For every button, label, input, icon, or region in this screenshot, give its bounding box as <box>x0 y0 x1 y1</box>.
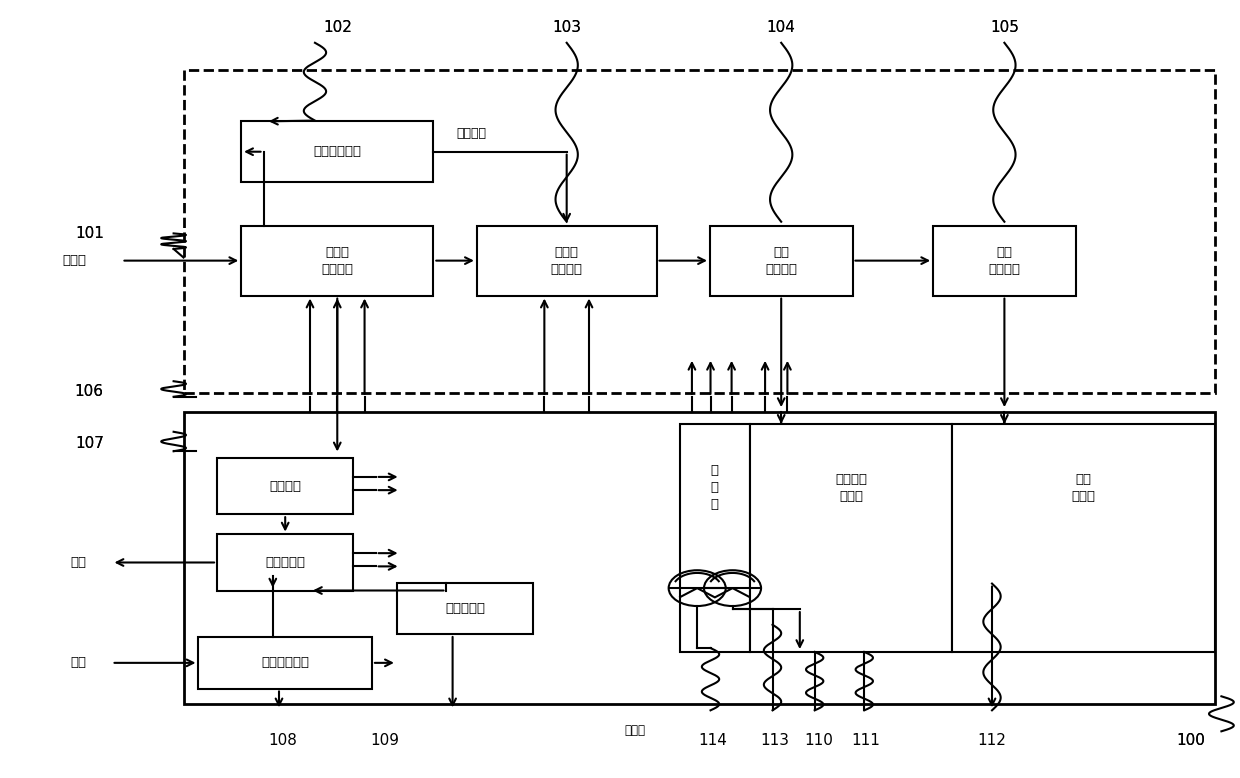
Bar <box>184 70 1215 393</box>
Text: 天然气: 天然气 <box>62 254 87 267</box>
Text: 106: 106 <box>74 384 104 399</box>
Text: 开工蒸汽: 开工蒸汽 <box>456 128 486 140</box>
Text: 甲醇
合成装置: 甲醇 合成装置 <box>765 246 797 275</box>
Text: 112: 112 <box>977 733 1007 748</box>
Text: 开工锅炉装置: 开工锅炉装置 <box>314 145 361 158</box>
Text: 海水淡化装置: 海水淡化装置 <box>262 657 309 669</box>
Bar <box>241 121 434 182</box>
Text: 106: 106 <box>74 384 104 399</box>
Text: 102: 102 <box>322 19 352 35</box>
Text: 脱盐水装置: 脱盐水装置 <box>445 602 485 615</box>
Text: 103: 103 <box>552 19 582 35</box>
Text: 107: 107 <box>74 436 104 451</box>
Text: 103: 103 <box>552 19 582 35</box>
Text: 101: 101 <box>74 226 104 241</box>
Text: 107: 107 <box>74 436 104 451</box>
Bar <box>397 583 533 634</box>
Text: 113: 113 <box>760 733 790 748</box>
Bar <box>184 412 1215 704</box>
Text: 104: 104 <box>766 19 796 35</box>
Text: 100: 100 <box>1176 733 1205 748</box>
Text: 105: 105 <box>990 19 1019 35</box>
Text: 109: 109 <box>370 733 399 748</box>
Text: 循环水装置: 循环水装置 <box>265 556 305 569</box>
Bar <box>709 226 853 296</box>
Text: 货
泵
舱: 货 泵 舱 <box>711 464 719 511</box>
Text: 114: 114 <box>698 733 728 748</box>
Bar <box>217 458 353 514</box>
Text: 海水: 海水 <box>71 657 86 669</box>
Bar <box>952 424 1215 652</box>
Text: 105: 105 <box>990 19 1019 35</box>
Bar <box>934 226 1076 296</box>
Text: 108: 108 <box>268 733 298 748</box>
Text: 天然气
净化装置: 天然气 净化装置 <box>321 246 353 275</box>
Text: 104: 104 <box>766 19 796 35</box>
Text: 甲醇
精馏装置: 甲醇 精馏装置 <box>988 246 1021 275</box>
Bar <box>680 424 750 652</box>
Text: 102: 102 <box>322 19 352 35</box>
Text: 110: 110 <box>804 733 833 748</box>
Text: 甲醇
产品舱: 甲醇 产品舱 <box>1071 473 1096 503</box>
Text: 海水: 海水 <box>71 556 86 569</box>
Text: 100: 100 <box>1176 733 1205 748</box>
Text: 111: 111 <box>851 733 880 748</box>
Text: 101: 101 <box>74 226 104 241</box>
Bar <box>217 534 353 591</box>
Bar <box>198 637 372 689</box>
Text: 甲醇中间
产品舱: 甲醇中间 产品舱 <box>836 473 867 503</box>
Bar <box>241 226 434 296</box>
Text: 天然气
转化装置: 天然气 转化装置 <box>551 246 583 275</box>
Bar <box>750 424 952 652</box>
Text: 浓盐水: 浓盐水 <box>625 724 645 737</box>
Text: 发电装置: 发电装置 <box>269 480 301 492</box>
Bar <box>476 226 657 296</box>
